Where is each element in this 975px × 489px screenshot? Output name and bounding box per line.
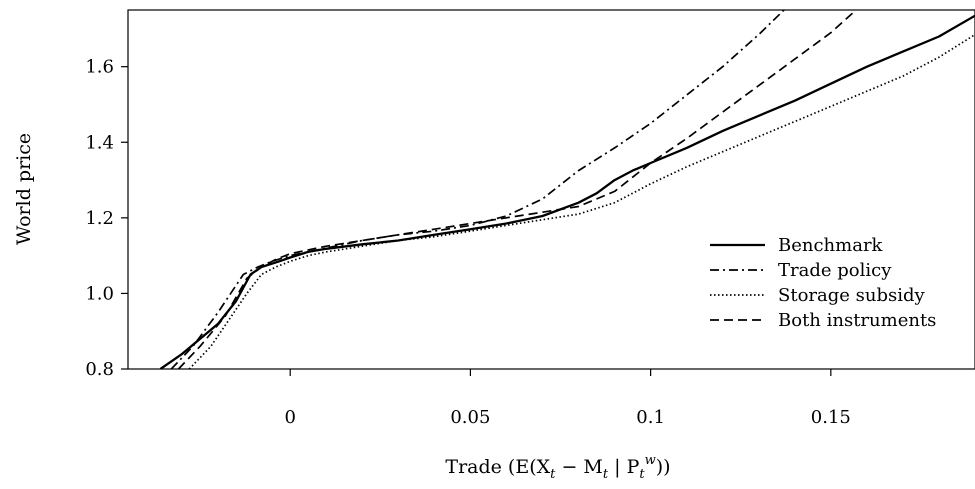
y-tick-label: 0.8 [85, 359, 114, 380]
y-tick-label: 1.2 [85, 208, 114, 229]
plot-area [127, 9, 975, 370]
legend-entry-label: Both instruments [778, 310, 936, 331]
series-line-trade-policy [170, 10, 785, 369]
y-axis-title: World price [13, 133, 35, 245]
y-tick-label: 1.6 [85, 57, 114, 78]
x-axis: 0 0.05 0.1 0.15 [284, 369, 851, 428]
y-axis: 0.8 1.0 1.2 1.4 1.6 [85, 57, 128, 380]
legend-entry-label: Storage subsidy [778, 285, 926, 306]
x-tick-label: 0.15 [811, 407, 851, 428]
series-line-both-instruments [177, 10, 857, 369]
x-axis-title: Trade (E(Xt − Mt | Ptw)) [445, 453, 670, 482]
plot-frame [127, 9, 975, 370]
legend: Benchmark Trade policy Storage subsidy Both… [710, 235, 936, 331]
legend-entry-label: Benchmark [778, 235, 884, 256]
series-line-storage-subsidy [188, 33, 975, 369]
series-layer [159, 10, 975, 369]
y-tick-label: 1.0 [85, 283, 114, 304]
legend-entry-label: Trade policy [778, 260, 892, 281]
x-tick-label: 0 [284, 407, 295, 428]
x-tick-label: 0.1 [636, 407, 665, 428]
y-tick-label: 1.4 [85, 132, 114, 153]
x-axis-title-text: Trade (E(Xt − Mt | Ptw)) [445, 453, 670, 482]
x-tick-label: 0.05 [450, 407, 490, 428]
